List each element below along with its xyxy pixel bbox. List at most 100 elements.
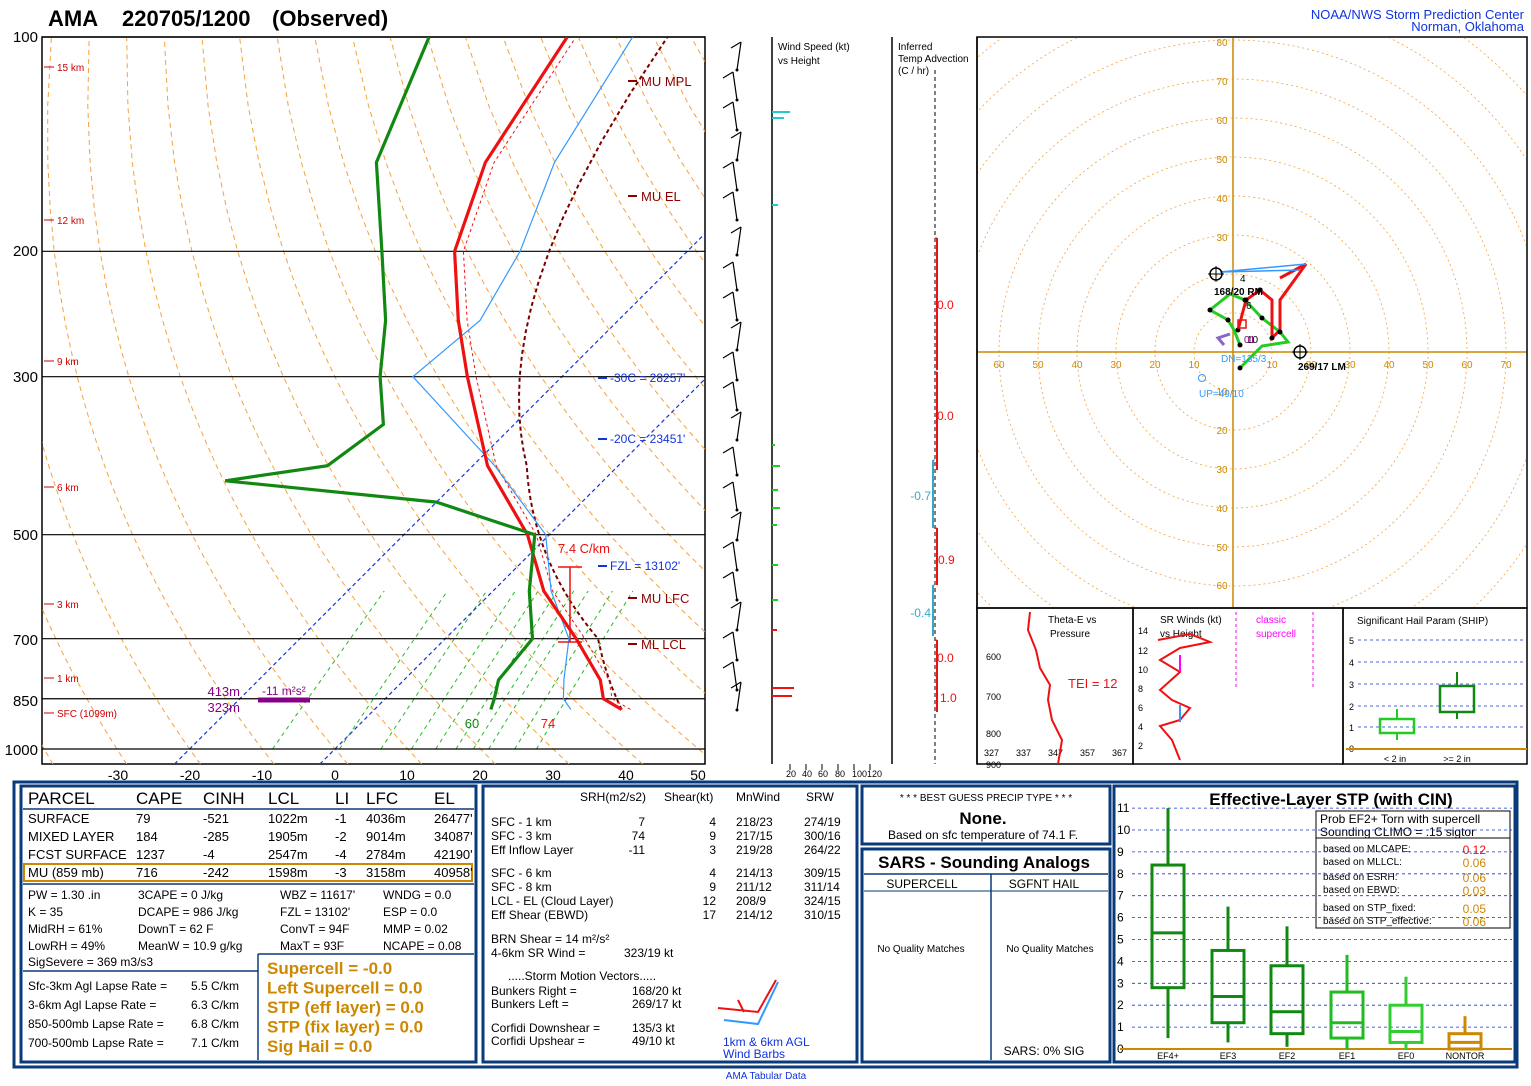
parcel-cell: 2547m	[268, 847, 308, 862]
theta-e-trace	[1026, 611, 1064, 765]
hodo-xtick: 50	[1422, 360, 1434, 371]
wind-barb-base	[735, 128, 739, 132]
parcel-cell: -242	[203, 865, 229, 880]
storm-value: 168/20 kt	[632, 984, 682, 998]
parcel-cell: MIXED LAYER	[28, 829, 114, 844]
stp-ytick: 3	[1117, 976, 1124, 990]
pressure-label: 500	[13, 527, 38, 544]
stp-box-line2: Sounding CLIMO = .15 sigtor	[1320, 825, 1475, 839]
wind-barb	[732, 191, 738, 221]
wind-barb-base	[735, 658, 739, 662]
parcel-cell: FCST SURFACE	[28, 847, 127, 862]
wind-barb-flag	[722, 71, 734, 79]
temp-label: -10	[252, 767, 272, 783]
mixing-ratio-line	[488, 590, 589, 750]
mu-lfc-label: MU LFC	[641, 591, 689, 606]
parcel-header: LCL	[268, 789, 299, 808]
kin-srw: 324/15	[804, 894, 841, 908]
srw-title: SR Winds (kt) vs Height	[1160, 615, 1222, 640]
parcel-headers: PARCEL CAPE CINH LCL LI LFC EL	[28, 789, 455, 808]
kin-shear: 3	[709, 843, 716, 857]
stp-category: EF0	[1398, 1051, 1415, 1061]
parcel-panel: PARCEL CAPE CINH LCL LI LFC EL SURFACE 79…	[19, 784, 478, 1064]
parcel-cell: 1237	[136, 847, 165, 862]
isotherm-line	[319, 378, 705, 764]
bottom-frame	[12, 780, 1519, 1069]
advection-value: 0.0	[937, 409, 954, 423]
wind-title-l1: Wind Speed (kt)	[778, 42, 850, 53]
advection-bars	[932, 237, 938, 712]
advection-value: 0.0	[937, 298, 954, 312]
stp-prob-label: based on STP_fixed:	[1323, 903, 1416, 914]
kin-header: MnWind	[736, 790, 780, 804]
parcel-cell: 40958'	[434, 865, 473, 880]
mixing-ratio-line	[514, 590, 613, 750]
wind-barb-flag	[722, 101, 734, 109]
theta-ptick: 700	[986, 692, 1001, 702]
wind-barb-flag	[730, 226, 742, 234]
kin-mnwind: 211/12	[736, 880, 772, 894]
height-label: 1 km	[57, 674, 79, 685]
wind-tick: 100120	[852, 769, 882, 779]
wind-barb	[732, 481, 738, 511]
hodo-xtick: 30	[1110, 360, 1122, 371]
up-label: UP=49/10	[1199, 389, 1244, 400]
stp-panel: Effective-Layer STP (with CIN) Prob EF2+…	[1112, 784, 1517, 1064]
wind-barb	[732, 381, 738, 411]
mixing-ratio-line	[272, 590, 385, 750]
kin-mnwind: 214/13	[736, 866, 773, 880]
wind-barb	[732, 101, 738, 131]
theta-xtick: 367	[1112, 748, 1127, 758]
index-cell: NCAPE = 0.08	[383, 939, 462, 953]
kinematics-panel: SRH(m2/s2) Shear(kt) MnWind SRW SFC - 1 …	[481, 784, 859, 1064]
level-annotations: MU MPL MU EL -30C = 28257' -20C = 23451'…	[598, 74, 692, 652]
corfidi-label: Corfidi Upshear =	[491, 1034, 585, 1048]
wind-barb-base	[735, 408, 739, 412]
storm-label: Bunkers Right =	[491, 984, 577, 998]
index-cell: DCAPE = 986 J/kg	[138, 905, 238, 919]
dry-adiabat	[540, 37, 705, 327]
hodograph: 60 50 40 30 20 10 10 20 30 40 50 60 70 8…	[976, 36, 1528, 609]
index-cell: MidRH = 61%	[28, 922, 103, 936]
hodo-ytick: 10	[1216, 387, 1228, 398]
lapse-label: 700-500mb Lapse Rate =	[28, 1036, 164, 1050]
storm-motion-title: .....Storm Motion Vectors.....	[508, 969, 656, 983]
wind-barb-base	[735, 508, 739, 512]
index-cell: DownT = 62 F	[138, 922, 213, 936]
kin-mnwind: 219/28	[736, 843, 773, 857]
sr-wind-value: 323/19 kt	[624, 946, 674, 960]
storm-rows: Bunkers Right = 168/20 kt Bunkers Left = 26…	[491, 984, 682, 1048]
hodo-point	[1277, 329, 1283, 335]
kin-srw: 300/16	[804, 829, 841, 843]
mu-row-highlight	[23, 863, 473, 882]
wind-barb	[732, 541, 738, 571]
index-cell: 3CAPE = 0 J/kg	[138, 888, 223, 902]
storm-value: 269/17 kt	[632, 997, 682, 1011]
wind-barb-flag	[722, 661, 734, 669]
theta-ptick: 900	[986, 760, 1001, 770]
parcel-cell: -3	[335, 865, 347, 880]
wind-tick: 40	[802, 769, 812, 779]
stp-ytick: 5	[1117, 933, 1124, 947]
wind-barb-base	[735, 318, 739, 322]
dry-adiabat	[389, 37, 705, 572]
stp-prob-value: 0.06	[1463, 915, 1487, 929]
pressure-label: 700	[13, 632, 38, 649]
skewt-grid-lines	[42, 37, 1531, 764]
corfidi-value: 49/10 kt	[632, 1034, 675, 1048]
kin-header: SRH(m2/s2)	[580, 790, 646, 804]
parcel-cell: 716	[136, 865, 158, 880]
wind-panel-ticks: 20 40 60 80 100120	[786, 769, 882, 779]
minus30c-label: -30C = 28257'	[610, 371, 685, 385]
wind-barb-flag	[722, 261, 734, 269]
wind-barbs	[722, 41, 742, 712]
dry-adiabat	[917, 37, 1531, 764]
theta-xtick: 337	[1016, 748, 1031, 758]
ship-ytick: 1	[1349, 723, 1354, 733]
stp-probs: based on MLCAPE: 0.12 based on MLLCL: 0.06 b…	[1323, 843, 1486, 929]
advection-value: 1.0	[940, 691, 957, 705]
temp-label: 0	[331, 767, 339, 783]
